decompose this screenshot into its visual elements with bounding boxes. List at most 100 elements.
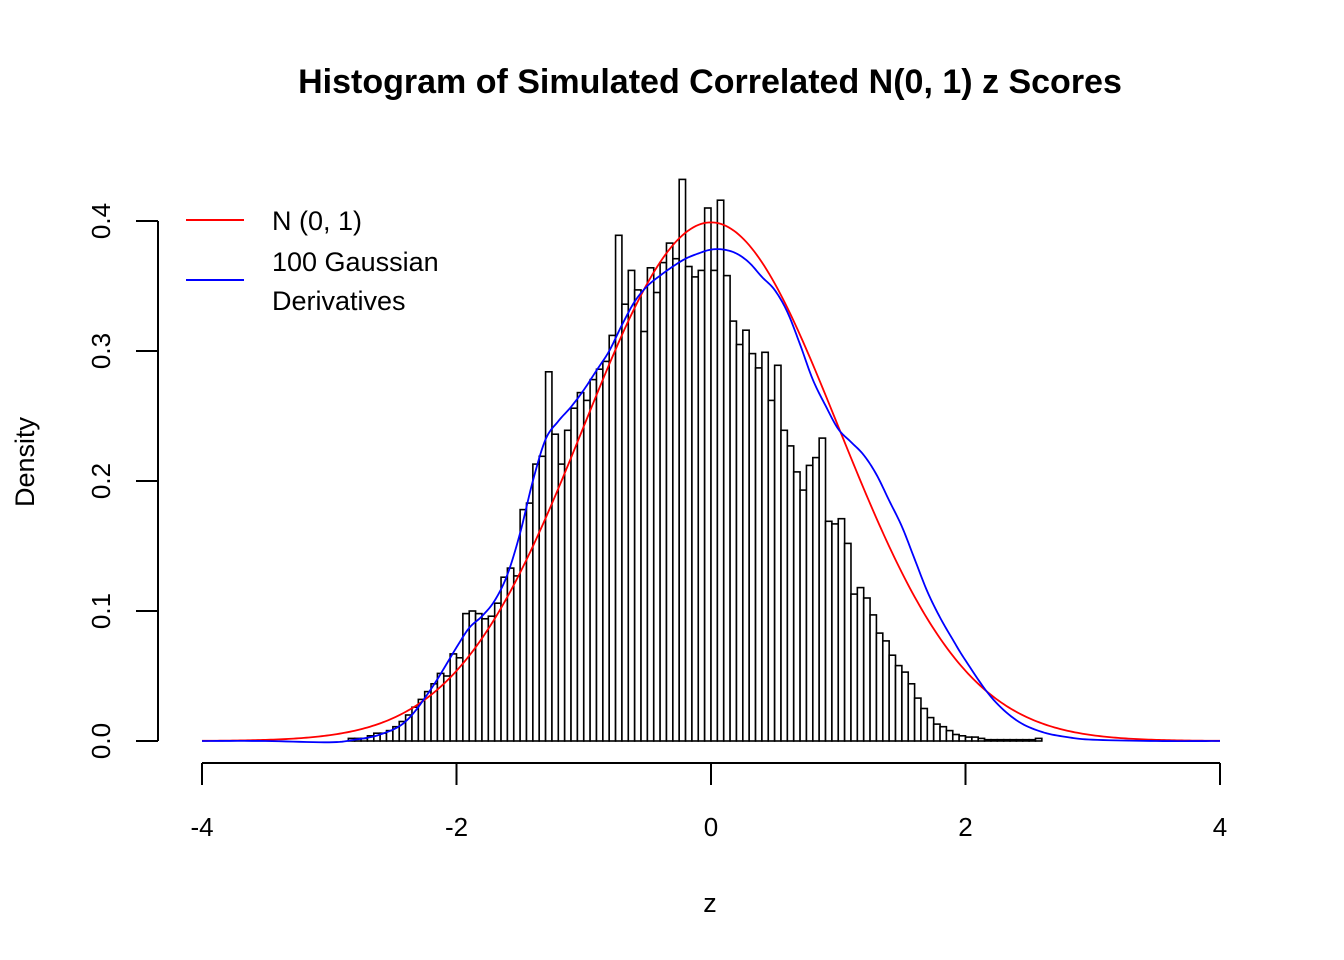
density-curves [201,221,1221,744]
histogram-bar [519,508,528,742]
histogram-bar [799,489,808,742]
histogram-bar [608,334,617,742]
histogram-bar [678,178,687,742]
legend: N (0, 1) 100 Gaussian Derivatives [186,206,439,316]
histogram-bar [748,352,757,742]
y-axis-label: Density [10,416,40,507]
histogram-bar [602,360,611,742]
histogram-bar [913,697,922,742]
histogram-bar [614,234,623,742]
histogram-bar [570,407,579,742]
histogram-bar [551,433,560,742]
histogram-bar [964,736,973,742]
histogram-bar [824,520,833,742]
histogram-bar [945,729,954,742]
histogram-bar [926,716,935,742]
histogram-bar [640,330,649,742]
histogram-bar [621,303,630,742]
histogram-bar [971,736,980,742]
histogram-bar [1009,738,1018,742]
histogram-bar [761,351,770,742]
y-tick-label: 0.0 [86,723,116,759]
histogram-bar [754,367,763,742]
histogram-bar [646,266,655,742]
histogram-bar [843,542,852,742]
histogram-bar [977,737,986,742]
histogram-bar [773,364,782,742]
x-tick-label: -4 [190,812,213,842]
histogram-bar [742,329,750,742]
histogram-bar [888,654,897,742]
x-tick-label: -2 [445,812,468,842]
histogram-bar [805,464,814,742]
histogram-bar [1021,738,1030,742]
histogram-bar [780,429,789,742]
histogram-bar [856,586,865,742]
histogram-bar [652,291,661,742]
histogram-bar [710,269,719,742]
histogram-bar [716,199,725,742]
histogram-bar [837,517,846,742]
histogram-bar [767,399,776,742]
histogram-bar [722,274,731,742]
histogram-bar [684,265,693,742]
histogram-bar [1034,737,1043,742]
histogram-bar [990,738,999,742]
histogram-bar [875,632,884,742]
histogram-bar [487,615,496,742]
normal-density-line [201,221,1221,742]
chart-title: Histogram of Simulated Correlated N(0, 1… [298,63,1122,101]
histogram-bar [582,399,591,742]
histogram-bar [729,320,738,742]
histogram-bar [557,463,566,742]
histogram-bar [792,471,801,742]
y-axis: 0.0 0.1 0.2 0.3 0.4 [86,203,159,759]
histogram-bar [672,257,680,742]
histogram-bar [633,289,642,742]
y-tick-label: 0.2 [86,463,116,499]
histogram-bar [659,261,668,742]
histogram-bar [831,523,840,742]
histogram-bar [932,723,941,742]
histogram-bar [563,429,572,742]
legend-label-derivatives-line2: Derivatives [272,286,406,316]
legend-label-normal: N (0, 1) [272,206,362,236]
x-axis-label: z [703,888,717,918]
histogram-bar [907,682,916,742]
histogram-bar [532,463,541,742]
histogram-bar [786,445,795,742]
histogram-bar [512,575,521,742]
histogram-bar [939,725,948,742]
histogram-bar [576,391,585,742]
histogram-bar [958,734,967,742]
histogram-bars [347,178,1043,742]
histogram-bar [449,653,458,742]
histogram-bar [544,370,553,742]
histogram-bar [595,368,604,742]
histogram-bar [1015,738,1024,742]
histogram-bar [1002,738,1011,742]
histogram-bar [881,640,890,742]
x-axis: -4 -2 0 2 4 [190,762,1227,842]
histogram-bar [589,378,598,742]
histogram-bar [474,612,483,742]
histogram-bar [983,738,992,742]
histogram-bar [1028,738,1037,742]
histogram-bar [850,593,859,742]
histogram-bar [894,664,903,742]
histogram-bar [538,455,547,742]
y-tick-label: 0.1 [86,593,116,629]
histogram-bar [951,733,960,742]
histogram-bar [627,269,636,742]
histogram-bar [697,269,706,742]
histogram-bar [442,675,451,742]
y-tick-label: 0.4 [86,203,116,239]
histogram-bar [920,707,929,742]
x-tick-label: 4 [1213,812,1227,842]
histogram-bar [811,456,820,742]
x-tick-label: 0 [704,812,718,842]
histogram-bar [493,602,502,742]
histogram-bar [869,614,878,742]
histogram-bar [691,276,700,742]
